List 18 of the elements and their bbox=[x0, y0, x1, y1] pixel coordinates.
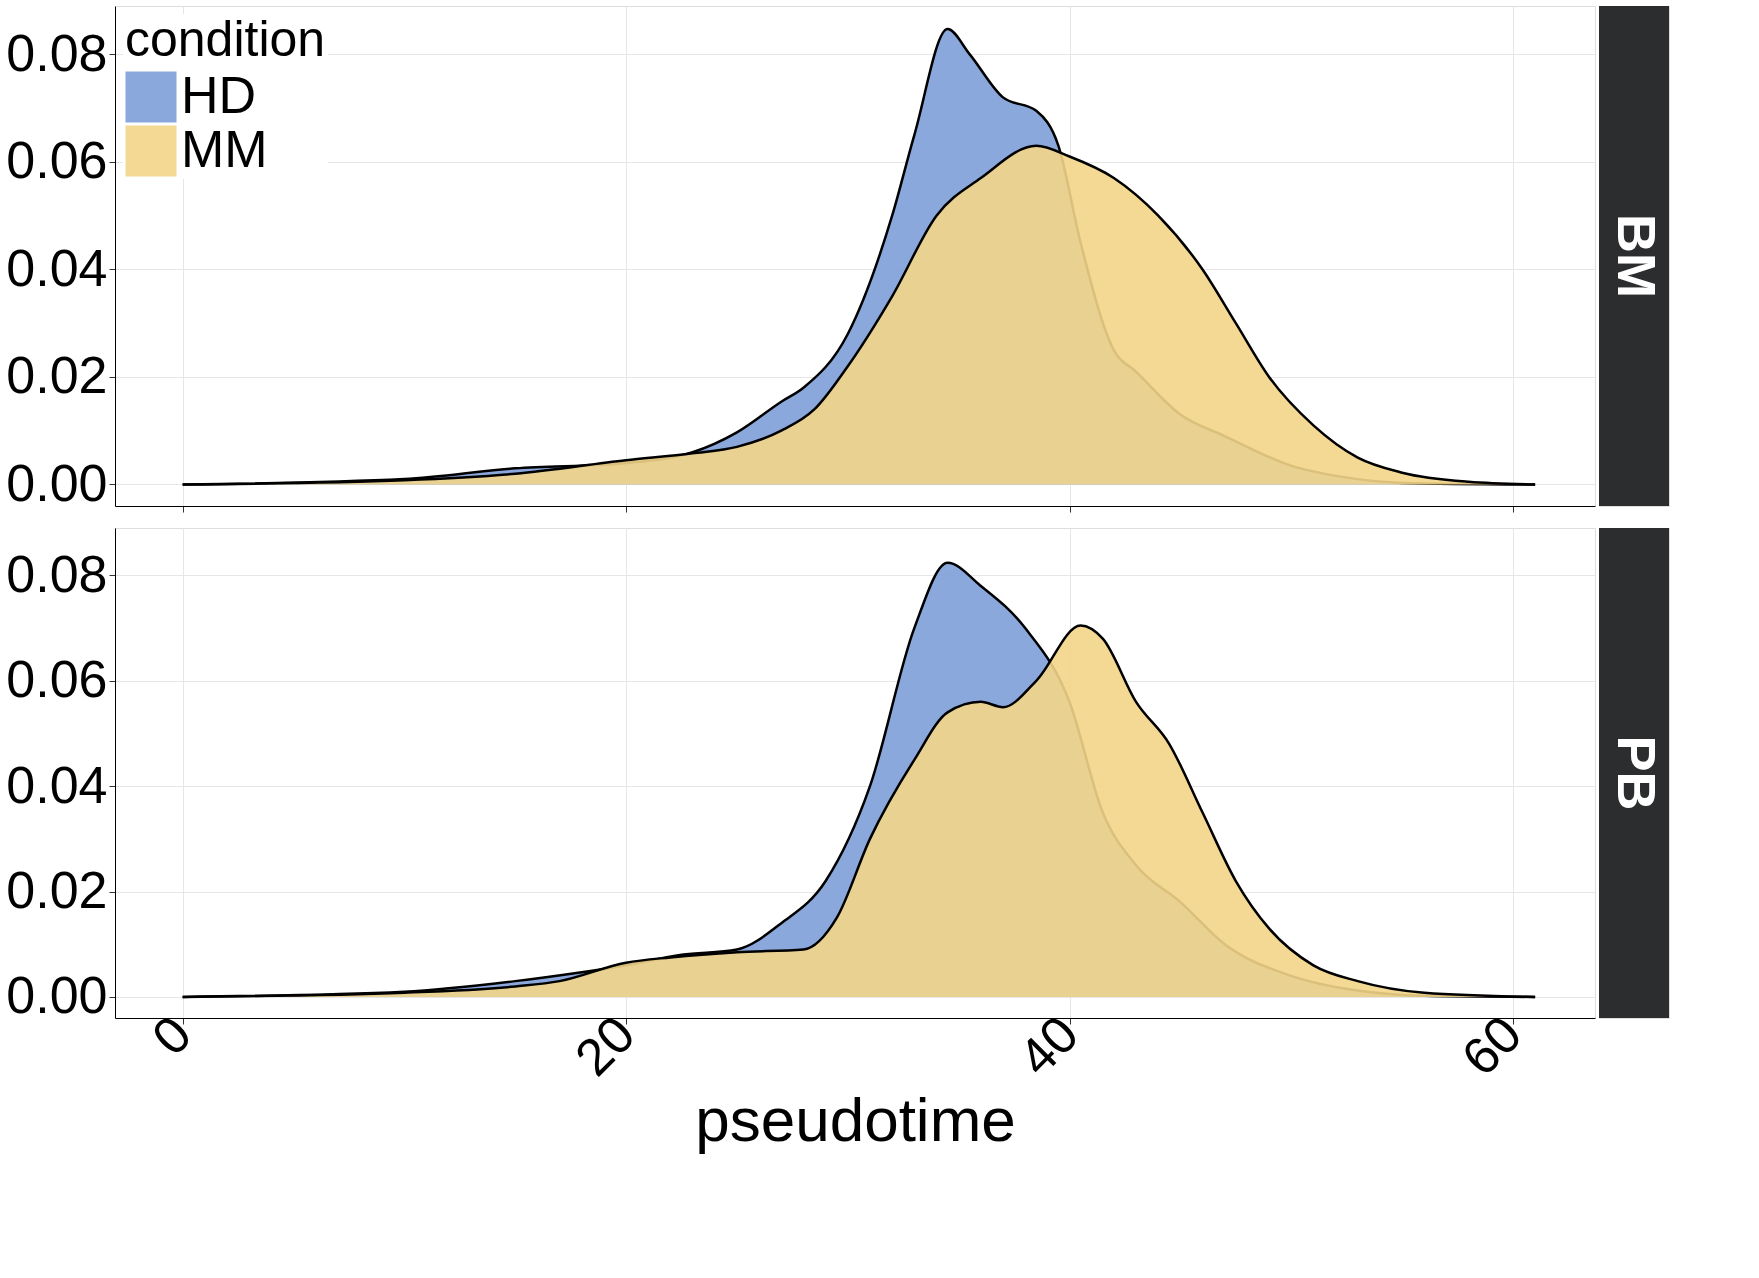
y-tick-label: 0.08 bbox=[6, 544, 108, 603]
x-tick-label: 0 bbox=[140, 1004, 203, 1067]
y-tick-label: 0.00 bbox=[6, 966, 108, 1025]
x-tick-label: 60 bbox=[1450, 1004, 1533, 1087]
y-tick-label: 0.06 bbox=[6, 650, 108, 709]
x-tick-label: 20 bbox=[563, 1004, 646, 1087]
x-axis-title: pseudotime bbox=[695, 1084, 1016, 1154]
y-tick-label: 0.04 bbox=[6, 755, 108, 814]
y-tick-label: 0.08 bbox=[6, 23, 108, 82]
y-tick-label: 0.02 bbox=[6, 346, 108, 405]
x-tick-label: 40 bbox=[1007, 1004, 1090, 1087]
y-tick-label: 0.00 bbox=[6, 453, 108, 512]
text: BM bbox=[1607, 214, 1667, 298]
y-tick-label: 0.06 bbox=[6, 131, 108, 190]
text: PB bbox=[1607, 735, 1667, 811]
legend-title: condition bbox=[125, 11, 326, 67]
y-tick-label: 0.04 bbox=[6, 238, 108, 297]
y-tick-label: 0.02 bbox=[6, 861, 108, 920]
